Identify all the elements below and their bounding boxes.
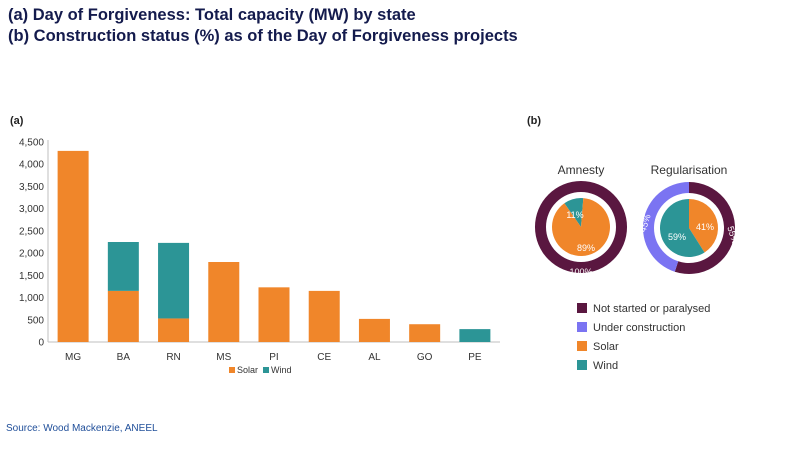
panel-b-label: (b) bbox=[527, 115, 542, 127]
y-tick-label: 2,000 bbox=[19, 249, 44, 260]
legend-label-under-construction: Under construction bbox=[593, 322, 685, 334]
bar-solar bbox=[258, 287, 290, 342]
donut-title: Regularisation bbox=[651, 163, 728, 177]
x-tick-label: AL bbox=[368, 352, 381, 363]
x-tick-label: GO bbox=[417, 352, 433, 363]
not-started-pct-label: 100% bbox=[569, 267, 592, 277]
y-tick-label: 4,500 bbox=[19, 138, 44, 149]
y-tick-label: 1,500 bbox=[19, 271, 44, 282]
pie-slice bbox=[552, 198, 610, 256]
chart-title-line1: (a) Day of Forgiveness: Total capacity (… bbox=[8, 6, 416, 24]
donut-title: Amnesty bbox=[558, 163, 605, 177]
chart-title-line2: (b) Construction status (%) as of the Da… bbox=[8, 27, 518, 45]
pie-slice bbox=[564, 198, 584, 227]
legend-label-wind: Wind bbox=[271, 365, 292, 375]
bar-wind bbox=[459, 329, 491, 342]
solar-pct-label: 41% bbox=[696, 222, 714, 232]
x-tick-label: CE bbox=[317, 352, 331, 363]
wind-pct-label: 59% bbox=[668, 232, 686, 242]
wind-pct-label: 11% bbox=[566, 210, 583, 220]
legend-swatch-under-construction bbox=[577, 322, 587, 332]
panel-a-label: (a) bbox=[10, 115, 24, 127]
legend-label-solar: Solar bbox=[237, 365, 258, 375]
y-tick-label: 1,000 bbox=[19, 293, 44, 304]
legend-swatch-not-started bbox=[577, 303, 587, 313]
y-tick-label: 4,000 bbox=[19, 160, 44, 171]
bar-solar bbox=[308, 290, 340, 342]
legend-swatch-solar bbox=[577, 341, 587, 351]
solar-pct-label: 89% bbox=[577, 243, 595, 253]
x-tick-label: MS bbox=[216, 352, 231, 363]
bar-wind bbox=[158, 242, 190, 319]
y-tick-label: 3,500 bbox=[19, 182, 44, 193]
legend-label-not-started: Not started or paralysed bbox=[593, 303, 710, 315]
legend-swatch-wind bbox=[263, 367, 269, 373]
pie-slice bbox=[660, 199, 705, 257]
bar-solar bbox=[358, 318, 390, 342]
bar-solar bbox=[158, 318, 190, 342]
bar-solar bbox=[107, 290, 139, 342]
x-tick-label: PE bbox=[468, 352, 482, 363]
legend-label-solar: Solar bbox=[593, 341, 619, 353]
legend-swatch-wind bbox=[577, 360, 587, 370]
source-note: Source: Wood Mackenzie, ANEEL bbox=[6, 423, 158, 434]
y-tick-label: 0 bbox=[38, 338, 44, 349]
ring-segment bbox=[643, 182, 689, 272]
y-tick-label: 3,000 bbox=[19, 204, 44, 215]
legend-label-wind: Wind bbox=[593, 360, 618, 372]
bar-solar bbox=[409, 324, 441, 342]
x-tick-label: BA bbox=[117, 352, 131, 363]
bar-solar bbox=[208, 262, 240, 342]
ring-segment bbox=[674, 182, 735, 274]
x-tick-label: RN bbox=[166, 352, 180, 363]
bar-wind bbox=[107, 242, 139, 291]
x-tick-label: MG bbox=[65, 352, 81, 363]
bar-solar bbox=[57, 150, 89, 342]
y-tick-label: 2,500 bbox=[19, 226, 44, 237]
y-tick-label: 500 bbox=[27, 315, 44, 326]
x-tick-label: PI bbox=[269, 352, 278, 363]
legend-swatch-solar bbox=[229, 367, 235, 373]
pie-slice bbox=[689, 199, 718, 253]
